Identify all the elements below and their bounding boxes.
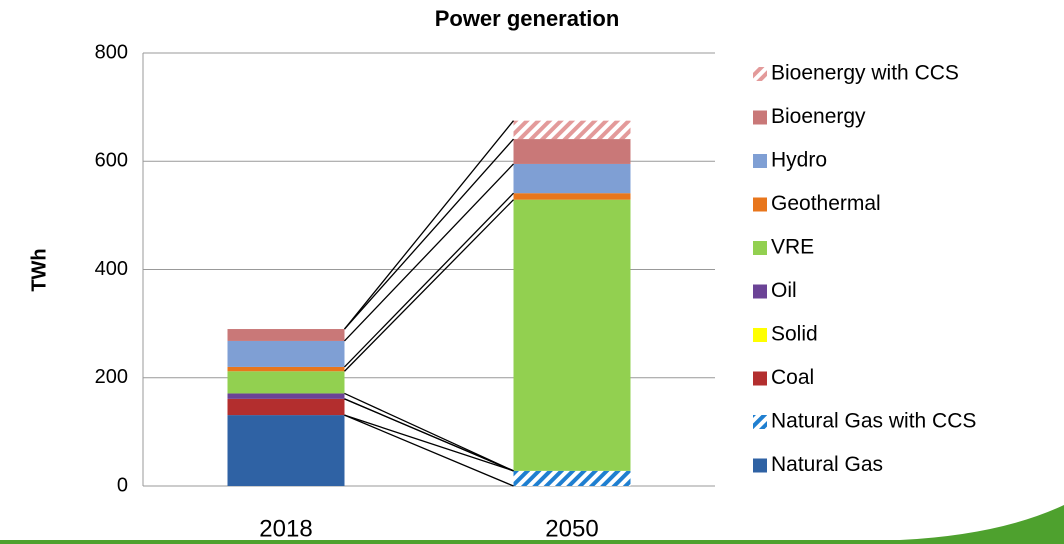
y-tick-label: 0 [117,474,128,496]
legend-swatch [753,197,767,212]
bar-segment [227,398,345,416]
legend-swatch [753,110,767,125]
y-tick-label: 600 [95,150,128,172]
connector-line [344,392,514,472]
bar-segment [513,139,631,164]
legend-swatch [753,328,767,342]
legend-swatch [753,154,767,168]
legend-label: Bioenergy with CCS [771,62,959,85]
bar-segment [227,393,345,399]
legend-swatch [753,284,767,299]
connector-line [344,192,514,368]
y-tick-label: 200 [95,366,128,388]
footer-band [0,505,1064,544]
bar-segment [513,199,631,471]
connector-line [344,414,514,472]
connector-line [344,199,514,372]
legend-swatch [753,371,767,386]
legend-label: Hydro [771,149,827,172]
legend-label: Bioenergy [771,105,866,128]
x-tick-label: 2050 [545,515,598,542]
legend-label: Solid [771,323,818,346]
legend-label: Oil [771,279,797,302]
bar-segment [227,415,345,486]
legend-label: Natural Gas [771,453,883,476]
legend-label: Geothermal [771,192,881,215]
legend-swatch [753,241,767,255]
bar-segment [513,163,631,194]
y-axis-label: TWh [28,248,50,291]
bar-segment [513,120,631,140]
bar-segment [513,470,631,486]
y-tick-label: 800 [95,41,128,63]
bar-segment [227,371,345,394]
legend-label: VRE [771,236,814,259]
legend-label: Coal [771,366,814,389]
connector-line [344,414,514,487]
legend-swatch [753,415,767,429]
legend-swatch [753,458,767,473]
y-tick-label: 400 [95,258,128,280]
legend-label: Natural Gas with CCS [771,410,976,433]
bar-segment [227,329,345,341]
bar-segment [513,193,631,200]
chart-title: Power generation [435,6,620,31]
connector-line [344,138,514,330]
bar-segment [227,340,345,367]
connector-line [343,120,515,330]
connector-line [344,398,514,472]
connector-line [344,163,514,342]
bar-segment [227,366,345,372]
x-tick-label: 2018 [259,515,312,542]
legend-swatch [753,67,767,81]
